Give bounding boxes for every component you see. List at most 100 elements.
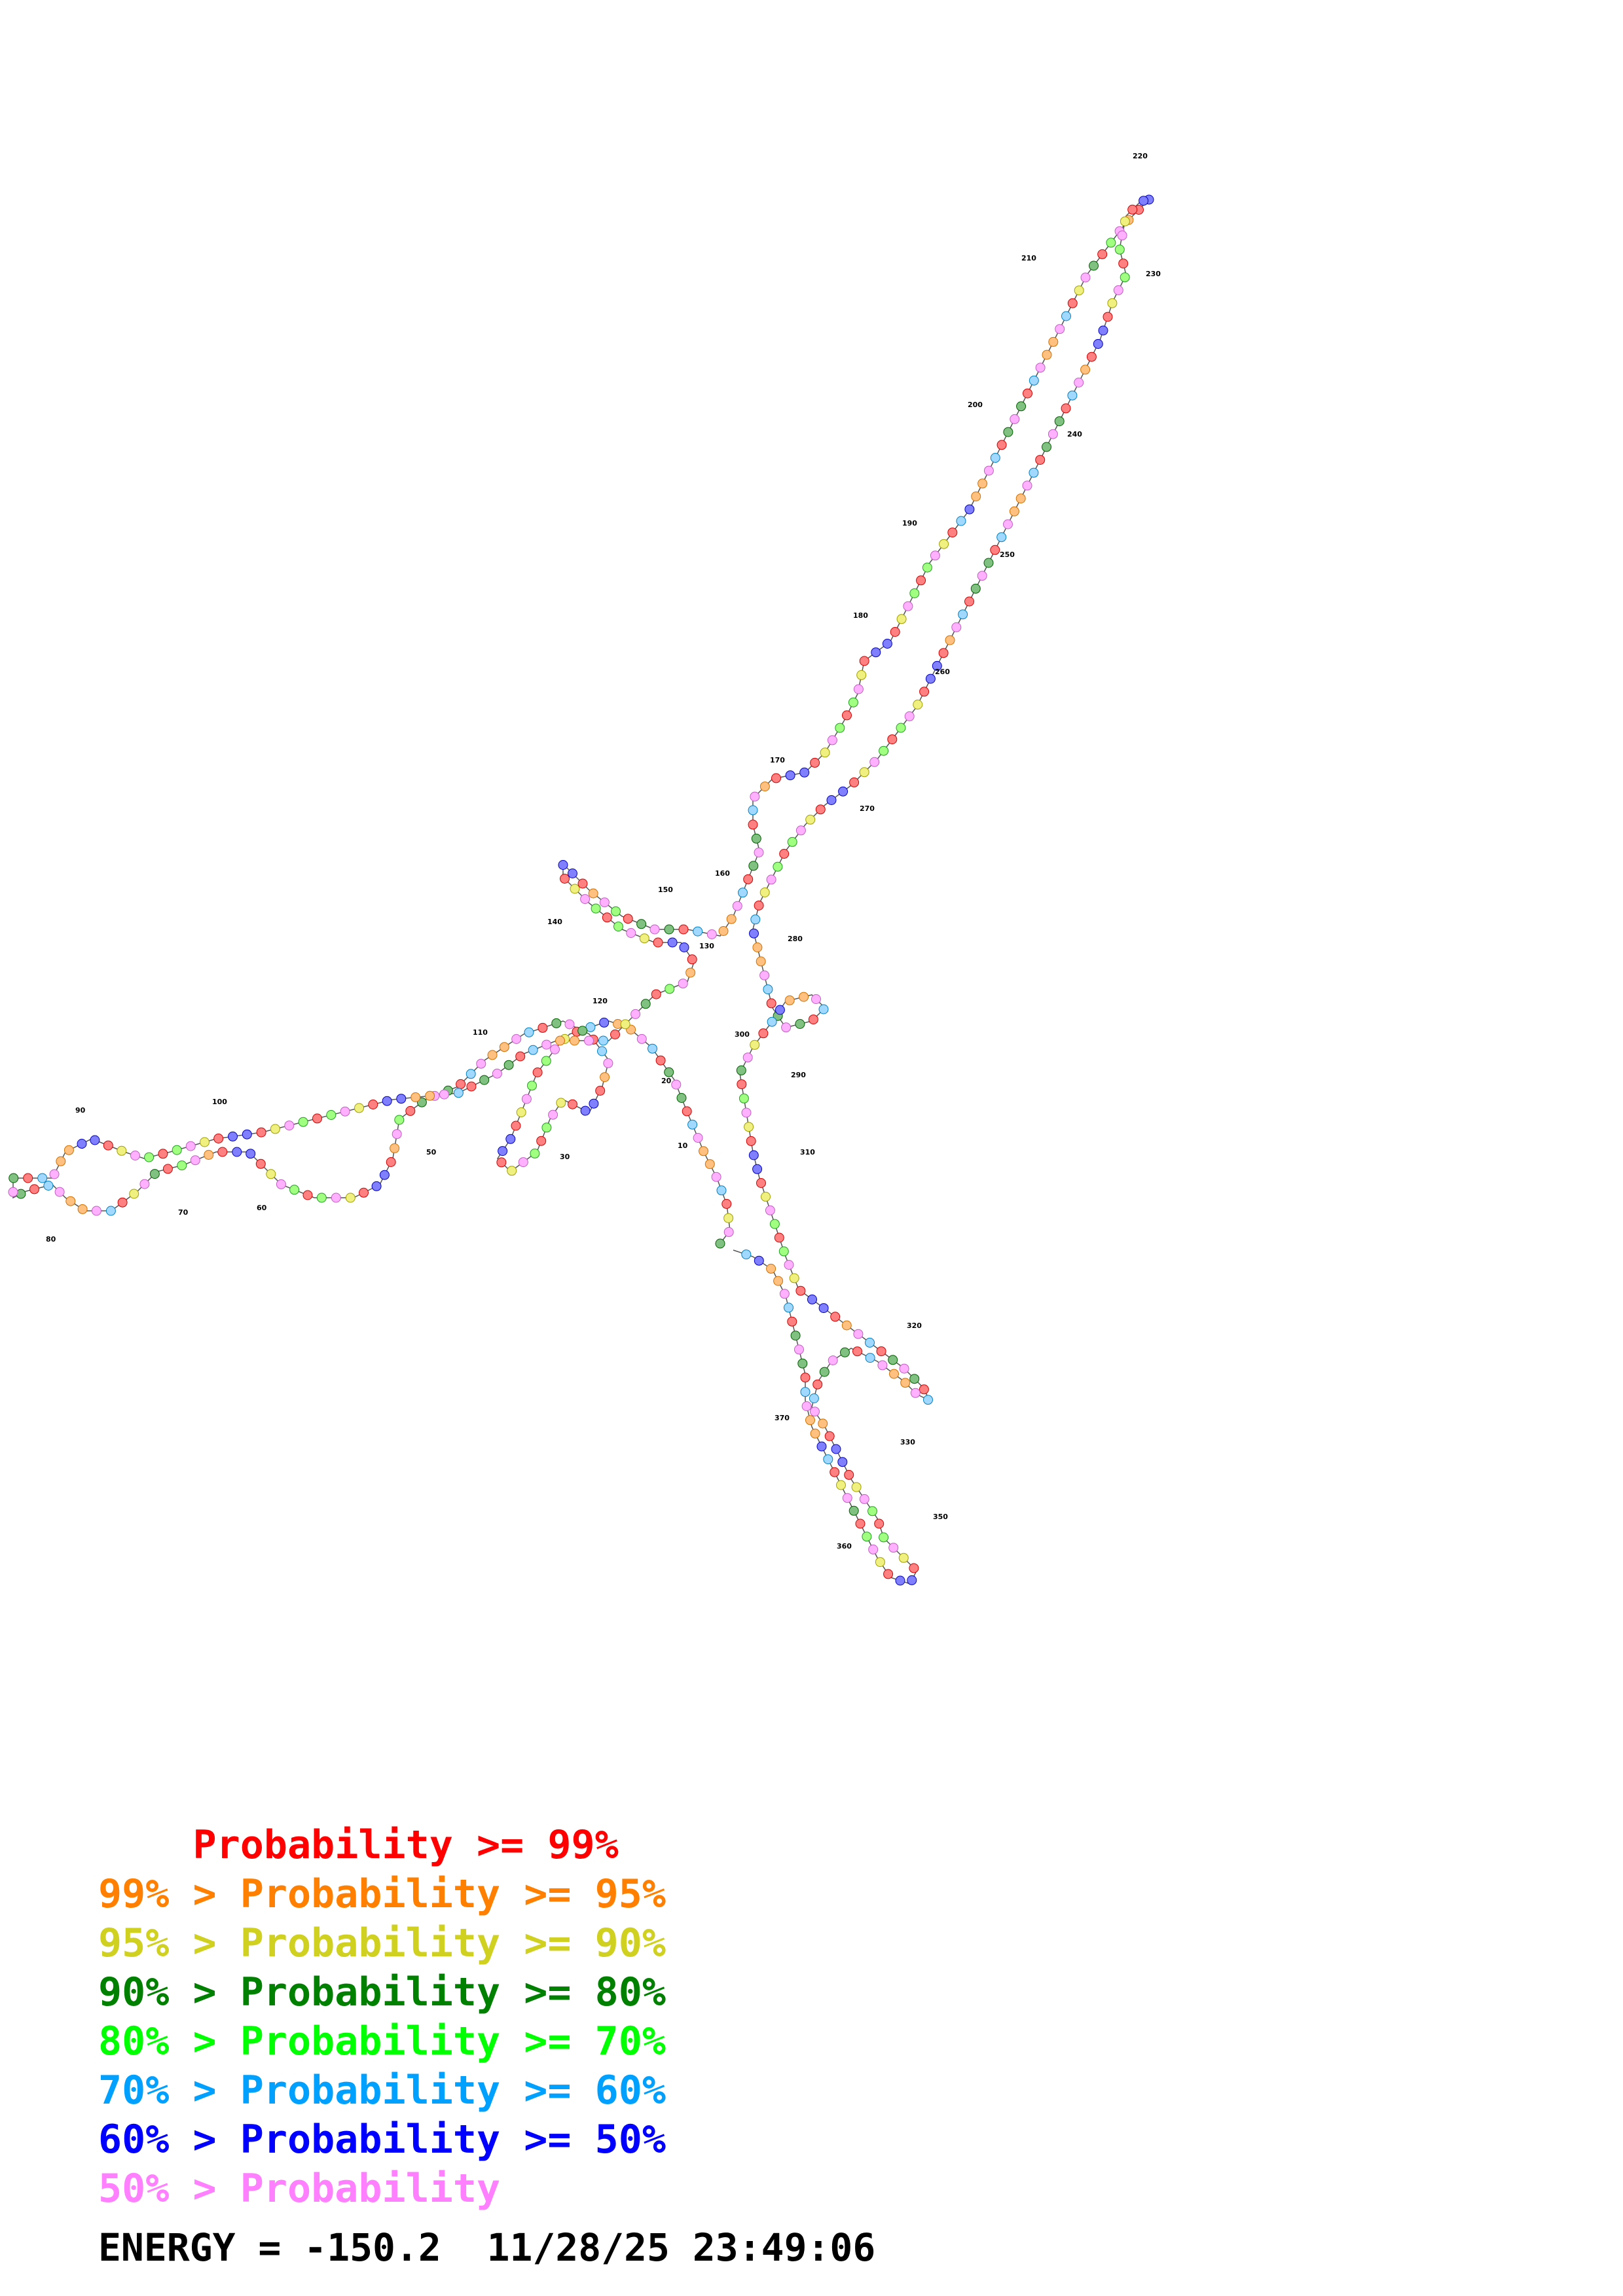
nucleotide xyxy=(177,1160,187,1171)
nucleotide xyxy=(879,1532,889,1543)
nucleotide xyxy=(766,874,776,885)
nucleotide xyxy=(818,1303,829,1314)
nucleotide xyxy=(521,1094,532,1104)
nucleotide xyxy=(671,1079,682,1090)
nucleotide xyxy=(1061,403,1071,414)
nucleotide xyxy=(242,1129,252,1139)
nucleotide xyxy=(759,888,770,897)
nucleotide xyxy=(812,1379,823,1390)
nucleotide xyxy=(838,786,848,797)
nucleotide xyxy=(983,558,994,568)
nucleotide xyxy=(1106,238,1116,248)
nucleotide xyxy=(289,1185,300,1195)
nucleotide xyxy=(736,1065,746,1075)
nucleotide xyxy=(1048,336,1059,347)
nucleotide xyxy=(748,805,758,816)
nucleotide xyxy=(439,1089,449,1100)
nucleotide xyxy=(515,1051,526,1062)
nucleotide xyxy=(386,1157,396,1167)
nucleotide xyxy=(570,884,580,894)
nucleotide xyxy=(871,647,881,658)
nucleotide xyxy=(761,1191,771,1202)
nucleotide xyxy=(653,937,663,948)
nucleotide xyxy=(909,588,920,598)
nucleotide xyxy=(748,819,758,830)
nucleotide xyxy=(1067,390,1078,401)
nucleotide xyxy=(1035,363,1046,373)
nucleotide xyxy=(595,1086,606,1096)
nucleotide xyxy=(836,1480,846,1490)
nucleotide xyxy=(715,1238,725,1249)
nucleotide xyxy=(507,1166,517,1176)
nucleotide xyxy=(748,861,759,871)
nucleotide xyxy=(611,906,621,916)
nucleotide xyxy=(589,1098,599,1109)
nucleotide xyxy=(284,1121,295,1131)
nucleotide xyxy=(877,1360,888,1371)
nucleotide xyxy=(37,1173,48,1183)
nucleotide xyxy=(476,1058,486,1069)
nucleotide xyxy=(649,924,660,935)
nucleotide xyxy=(580,1105,591,1116)
nucleotide xyxy=(795,1285,806,1296)
nucleotide xyxy=(620,1019,630,1030)
nucleotide xyxy=(765,1205,775,1215)
nucleotide xyxy=(532,1067,543,1077)
nucleotide xyxy=(831,1444,841,1454)
nucleotide xyxy=(185,1141,196,1151)
nucleotide xyxy=(741,1249,752,1260)
nucleotide xyxy=(790,1331,801,1341)
nucleotide xyxy=(738,888,748,898)
position-label: 350 xyxy=(933,1513,948,1521)
nucleotide xyxy=(570,1035,579,1046)
nucleotide xyxy=(805,1415,815,1426)
nucleotide xyxy=(158,1149,168,1159)
position-label: 130 xyxy=(699,942,714,950)
nucleotide xyxy=(492,1068,502,1079)
nucleotide xyxy=(810,1407,820,1417)
nucleotide xyxy=(867,1506,877,1516)
nucleotide xyxy=(256,1127,266,1138)
position-label: 270 xyxy=(860,804,875,813)
nucleotide xyxy=(909,1374,920,1384)
nucleotide xyxy=(909,1563,919,1573)
nucleotide xyxy=(1003,427,1013,437)
nucleotide xyxy=(1029,467,1039,478)
nucleotide xyxy=(919,687,930,697)
nucleotide xyxy=(856,670,867,680)
nucleotide xyxy=(837,1457,848,1467)
nucleotide xyxy=(172,1145,182,1155)
nucleotide xyxy=(945,635,955,645)
rna-secondary-structure-diagram: 220 210 230 200 240 190 250 180 260 170 270 160 150 1… xyxy=(8,152,1161,1586)
legend-row-below-50: 50% > Probability xyxy=(98,2166,501,2212)
nucleotide xyxy=(664,924,674,935)
nucleotide xyxy=(842,710,852,721)
nucleotide xyxy=(752,1164,763,1174)
nucleotide xyxy=(1120,272,1130,283)
nucleotide xyxy=(819,1367,830,1377)
nucleotide xyxy=(827,735,837,745)
nucleotide xyxy=(751,833,761,844)
nucleotide xyxy=(610,1030,620,1039)
nucleotide xyxy=(511,1121,521,1131)
nucleotide xyxy=(824,1431,835,1441)
nucleotide xyxy=(1029,375,1039,386)
position-label: 280 xyxy=(788,935,803,943)
nucleotide xyxy=(651,989,661,999)
nucleotide xyxy=(754,901,764,910)
position-label: 80 xyxy=(46,1235,56,1244)
nucleotide xyxy=(599,1017,610,1028)
nucleotide xyxy=(904,711,915,721)
nucleotide xyxy=(983,465,994,476)
nucleotide xyxy=(756,956,766,967)
nucleotide xyxy=(841,1320,852,1331)
nucleotide xyxy=(951,622,962,632)
nucleotide xyxy=(848,697,858,708)
nucleotide xyxy=(815,804,826,815)
nucleotide xyxy=(591,903,601,914)
nucleotide xyxy=(767,1016,777,1027)
nucleotide xyxy=(456,1079,466,1089)
nucleotide xyxy=(1074,285,1084,296)
nucleotide xyxy=(787,1316,797,1327)
nucleotide xyxy=(754,1255,764,1266)
